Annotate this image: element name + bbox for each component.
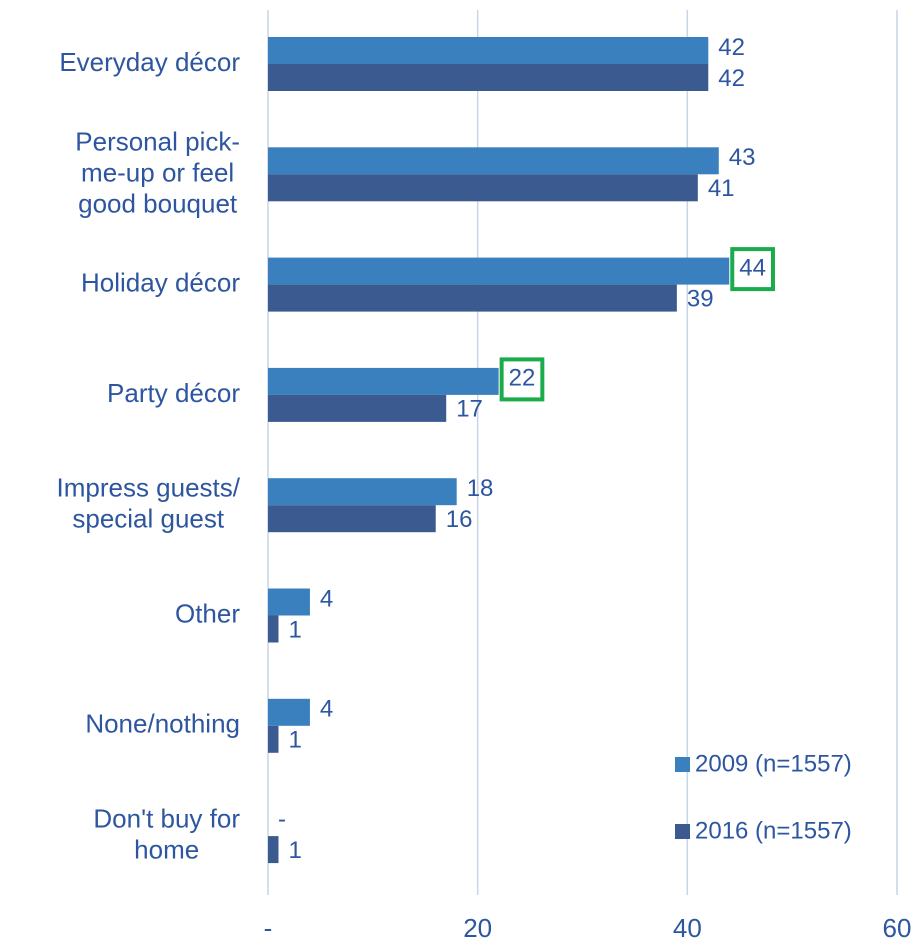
- bar: [268, 478, 457, 506]
- data-label: 41: [708, 175, 735, 202]
- category-label: Holiday décor: [81, 267, 240, 297]
- data-label: -: [278, 806, 286, 833]
- bar: [268, 174, 698, 202]
- bar: [268, 284, 677, 312]
- bar: [268, 64, 709, 91]
- legend-label: 2009 (n=1557): [695, 750, 852, 777]
- bar: [268, 37, 709, 64]
- bar: [268, 836, 279, 864]
- data-label: 39: [687, 285, 714, 312]
- category-label: None/nothing: [85, 709, 240, 739]
- category-label: Party décor: [107, 378, 240, 408]
- legend-swatch: [675, 824, 690, 839]
- bar: [268, 505, 436, 533]
- category-label: Everyday décor: [59, 47, 240, 77]
- x-tick-label: 20: [463, 913, 492, 943]
- highlight-box: [730, 247, 775, 292]
- category-label: Impress guests/special guest: [56, 473, 240, 534]
- data-label: 4: [320, 585, 333, 612]
- data-label: 1: [288, 616, 301, 643]
- bar: [268, 698, 310, 726]
- category-label: Other: [175, 598, 240, 628]
- data-label: 43: [729, 144, 756, 171]
- bar: [268, 257, 730, 285]
- legend-swatch: [675, 757, 690, 772]
- data-label: 42: [718, 65, 745, 92]
- category-label: Personal pick-me-up or feel good bouquet: [75, 126, 240, 218]
- bar: [268, 147, 719, 175]
- data-label: 22: [509, 365, 536, 392]
- highlight-box: [499, 357, 545, 402]
- data-label: 18: [467, 475, 494, 502]
- data-label: 17: [456, 396, 483, 423]
- bar: [268, 367, 499, 395]
- data-label: 1: [288, 727, 301, 754]
- x-tick-label: 60: [883, 913, 912, 943]
- x-tick-label: 40: [673, 913, 702, 943]
- legend-label: 2016 (n=1557): [695, 817, 852, 844]
- data-label: 42: [718, 34, 745, 61]
- data-label: 44: [739, 254, 766, 281]
- data-label: 4: [320, 696, 333, 723]
- data-label: 1: [288, 837, 301, 864]
- bar: [268, 725, 279, 753]
- category-label: Don't buy for home: [93, 803, 240, 864]
- x-tick-label: -: [264, 913, 273, 943]
- bar: [268, 615, 279, 643]
- bar: [268, 588, 310, 616]
- data-label: 16: [446, 506, 473, 533]
- bar: [268, 394, 447, 422]
